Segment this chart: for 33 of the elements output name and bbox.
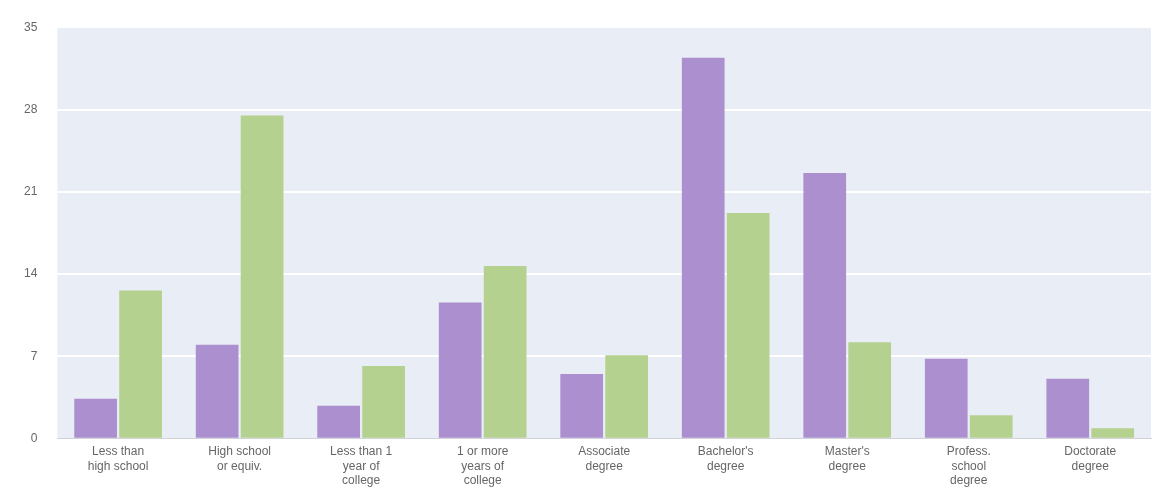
bar	[605, 355, 649, 438]
bar	[195, 344, 239, 438]
y-tick-label: 7	[30, 348, 38, 363]
y-tick-label: 21	[23, 184, 38, 199]
bar	[317, 405, 361, 438]
y-tick-label: 35	[23, 19, 38, 34]
bar	[560, 374, 604, 438]
x-tick-label: Associate degree	[578, 444, 631, 473]
bar	[1091, 428, 1135, 438]
bar	[240, 115, 284, 438]
x-tick-label: High school or equiv.	[208, 444, 271, 473]
y-tick-label: 0	[30, 431, 38, 446]
bar	[362, 365, 405, 438]
bar	[803, 173, 847, 438]
bar	[848, 342, 892, 438]
bar	[726, 213, 770, 438]
y-tick-label: 14	[23, 266, 38, 281]
bar	[1046, 378, 1090, 438]
x-tick-label: Less than high school	[87, 444, 149, 473]
bar	[483, 265, 527, 438]
x-tick-label: Bachelor's degree	[697, 444, 754, 473]
x-tick-label: Master's degree	[824, 444, 870, 473]
x-tick-label: Less than 1 year of college	[330, 444, 393, 488]
bar	[681, 57, 725, 438]
bar	[924, 358, 968, 438]
bar	[119, 290, 162, 438]
x-tick-label: Profess. school degree	[946, 444, 991, 488]
x-tick-label: Doctorate degree	[1064, 444, 1117, 473]
x-tick-label: 1 or more years of college	[456, 444, 509, 488]
bar	[74, 398, 117, 438]
bar	[438, 302, 482, 438]
y-tick-label: 28	[23, 101, 38, 116]
bar	[969, 415, 1013, 438]
